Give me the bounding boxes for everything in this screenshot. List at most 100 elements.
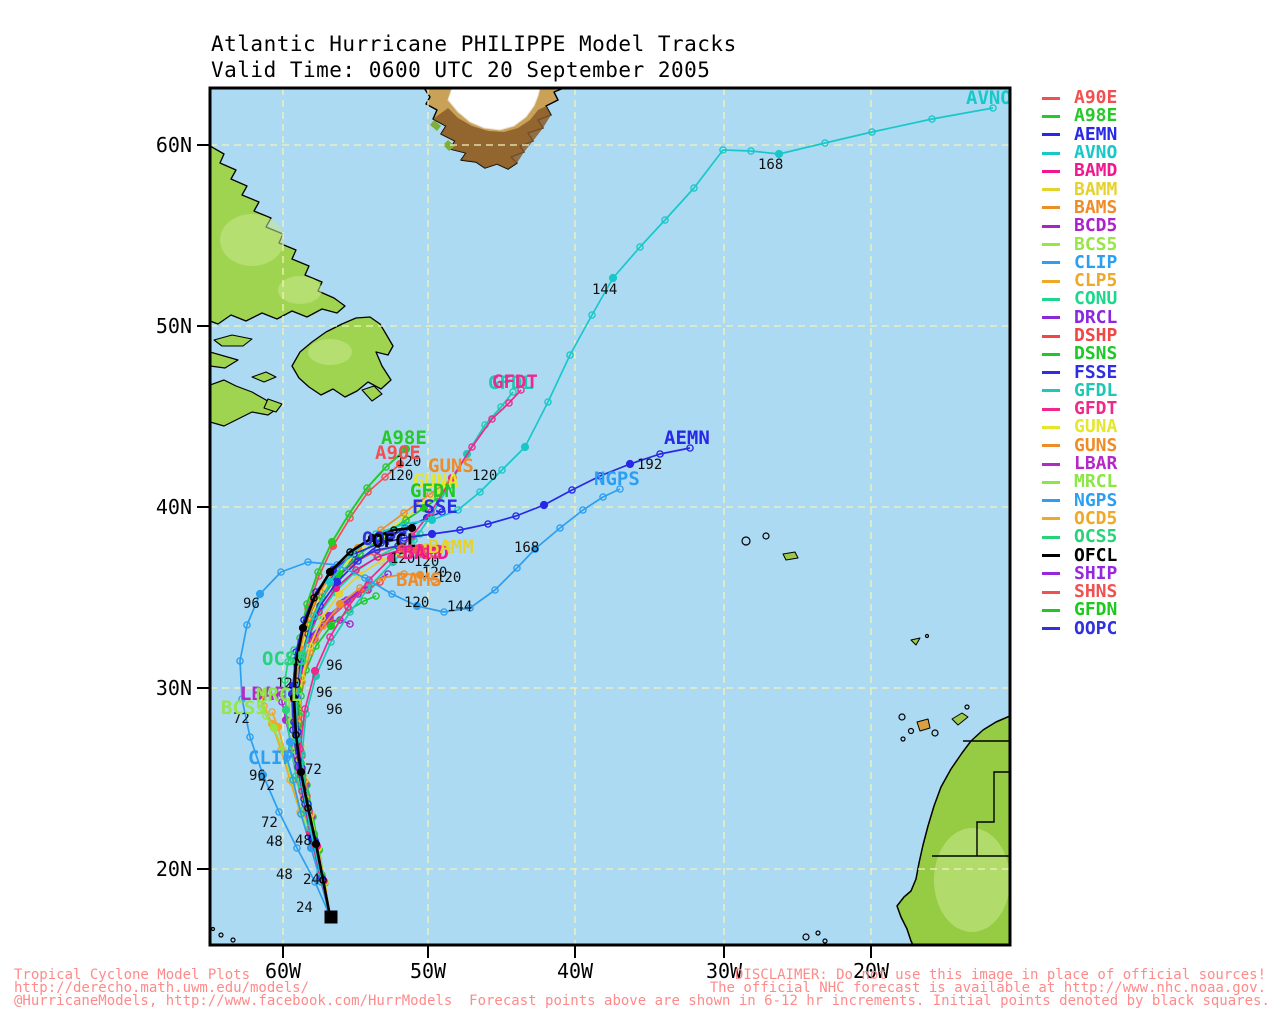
model-legend: A90E A98E AEMN AVNO BAMD BAMM BAMS BCD5 BCS5 CLIP… <box>1042 89 1202 638</box>
legend-item-MRCL: MRCL <box>1042 473 1202 491</box>
forecast-point <box>311 839 321 849</box>
legend-dash-icon <box>1042 535 1060 539</box>
track-label-OFCL: OFCL <box>372 530 418 552</box>
track-label-A90E: A90E <box>375 442 421 464</box>
legend-dash-icon <box>1042 96 1060 100</box>
legend-item-SHIP: SHIP <box>1042 564 1202 583</box>
forecast-point <box>394 542 402 550</box>
legend-item-BCD5: BCD5 <box>1042 217 1202 235</box>
legend-item-NGPS: NGPS <box>1042 491 1202 510</box>
legend-dash-icon <box>1042 407 1060 411</box>
forecast-point <box>318 614 326 622</box>
hour-label: 120 <box>390 551 415 567</box>
forecast-point <box>596 472 604 480</box>
forecast-point <box>625 459 635 469</box>
forecast-point <box>719 146 727 154</box>
track-label-BAMM: BAMM <box>428 536 474 558</box>
forecast-point <box>530 544 540 554</box>
forecast-point <box>296 767 306 777</box>
legend-item-OOPC: OOPC <box>1042 619 1202 638</box>
legend-label: BCD5 <box>1074 215 1118 237</box>
track-label-OOPC: OOPC <box>362 528 408 550</box>
legend-dash-icon <box>1042 261 1060 265</box>
forecast-point <box>686 444 694 452</box>
forecast-point <box>488 415 496 423</box>
legend-dash-icon <box>1042 554 1060 558</box>
forecast-point <box>243 621 251 629</box>
hour-label: 120 <box>414 554 439 570</box>
small-island <box>964 704 970 710</box>
legend-dash-icon <box>1042 151 1060 155</box>
model-tracks <box>236 104 997 917</box>
hour-label: 96 <box>326 702 343 718</box>
forecast-point <box>346 548 354 556</box>
legend-item-A98E: A98E <box>1042 107 1202 125</box>
small-island <box>741 536 751 546</box>
forecast-point <box>310 594 318 602</box>
legend-label: CONU <box>1074 288 1118 310</box>
forecast-point <box>382 463 390 471</box>
land-highlight <box>220 214 284 266</box>
legend-item-FSSE: FSSE <box>1042 363 1202 381</box>
forecast-point <box>410 545 420 555</box>
legend-dash-icon <box>1042 444 1060 448</box>
forecast-point <box>277 568 285 576</box>
lon-tick-label: 30W <box>706 959 743 983</box>
forecast-point <box>306 642 314 650</box>
legend-label: CLP5 <box>1074 270 1118 292</box>
small-island <box>802 933 810 941</box>
footer-disclaimer: DISCLAIMER: Do not use this image in pla… <box>734 967 1266 983</box>
forecast-point <box>293 844 301 852</box>
legend-label: BAMD <box>1074 160 1118 182</box>
track-label-CLIP: CLIP <box>248 747 294 769</box>
land-polygon <box>447 88 541 131</box>
land-polygon <box>782 551 799 561</box>
forecast-point <box>292 731 300 739</box>
forecast-point <box>539 500 549 510</box>
legend-dash-icon <box>1042 608 1060 612</box>
land-polygon <box>951 712 969 726</box>
forecast-point <box>361 574 369 582</box>
forecast-point <box>498 466 506 474</box>
track-label-GUNA: GUNA <box>413 470 459 492</box>
legend-dash-icon <box>1042 206 1060 210</box>
forecast-point <box>299 650 307 658</box>
legend-item-BAMS: BAMS <box>1042 196 1202 218</box>
forecast-point <box>426 490 434 498</box>
legend-label: AVNO <box>1074 142 1118 164</box>
legend-label: OCD5 <box>1074 507 1118 529</box>
footer-credit: Tropical Cyclone Model Plots <box>14 967 251 983</box>
legend-dash-icon <box>1042 114 1060 118</box>
forecast-point <box>747 147 755 155</box>
forecast-point <box>468 443 476 451</box>
forecast-point <box>304 804 312 812</box>
lon-tick-label: 50W <box>410 959 447 983</box>
legend-item-DSNS: DSNS <box>1042 345 1202 363</box>
forecast-point <box>262 712 270 720</box>
forecast-point <box>311 878 319 886</box>
forecast-point <box>301 705 309 713</box>
forecast-point <box>238 695 246 703</box>
forecast-point <box>568 486 576 494</box>
land-highlight <box>308 339 352 365</box>
forecast-point <box>363 484 371 492</box>
hour-label: 96 <box>316 685 333 701</box>
small-island <box>230 937 236 943</box>
legend-item-DRCL: DRCL <box>1042 308 1202 327</box>
legend-dash-icon <box>1042 188 1060 192</box>
track-label-LBAR: LBAR <box>240 683 286 705</box>
forecast-point <box>319 622 327 630</box>
hour-label: 72 <box>305 762 322 778</box>
forecast-point <box>579 506 587 514</box>
forecast-point <box>292 658 300 666</box>
legend-label: GUNS <box>1074 434 1118 456</box>
footer-row-1: Tropical Cyclone Model Plots DISCLAIMER:… <box>14 967 1266 1023</box>
forecast-point <box>400 570 408 578</box>
forecast-point <box>255 589 265 599</box>
forecast-point <box>608 273 618 283</box>
legend-label: DSHP <box>1074 325 1118 346</box>
forecast-point <box>505 399 513 407</box>
legend-label: BAMS <box>1074 196 1118 218</box>
track-label-OCS5: OCS5 <box>262 648 308 670</box>
